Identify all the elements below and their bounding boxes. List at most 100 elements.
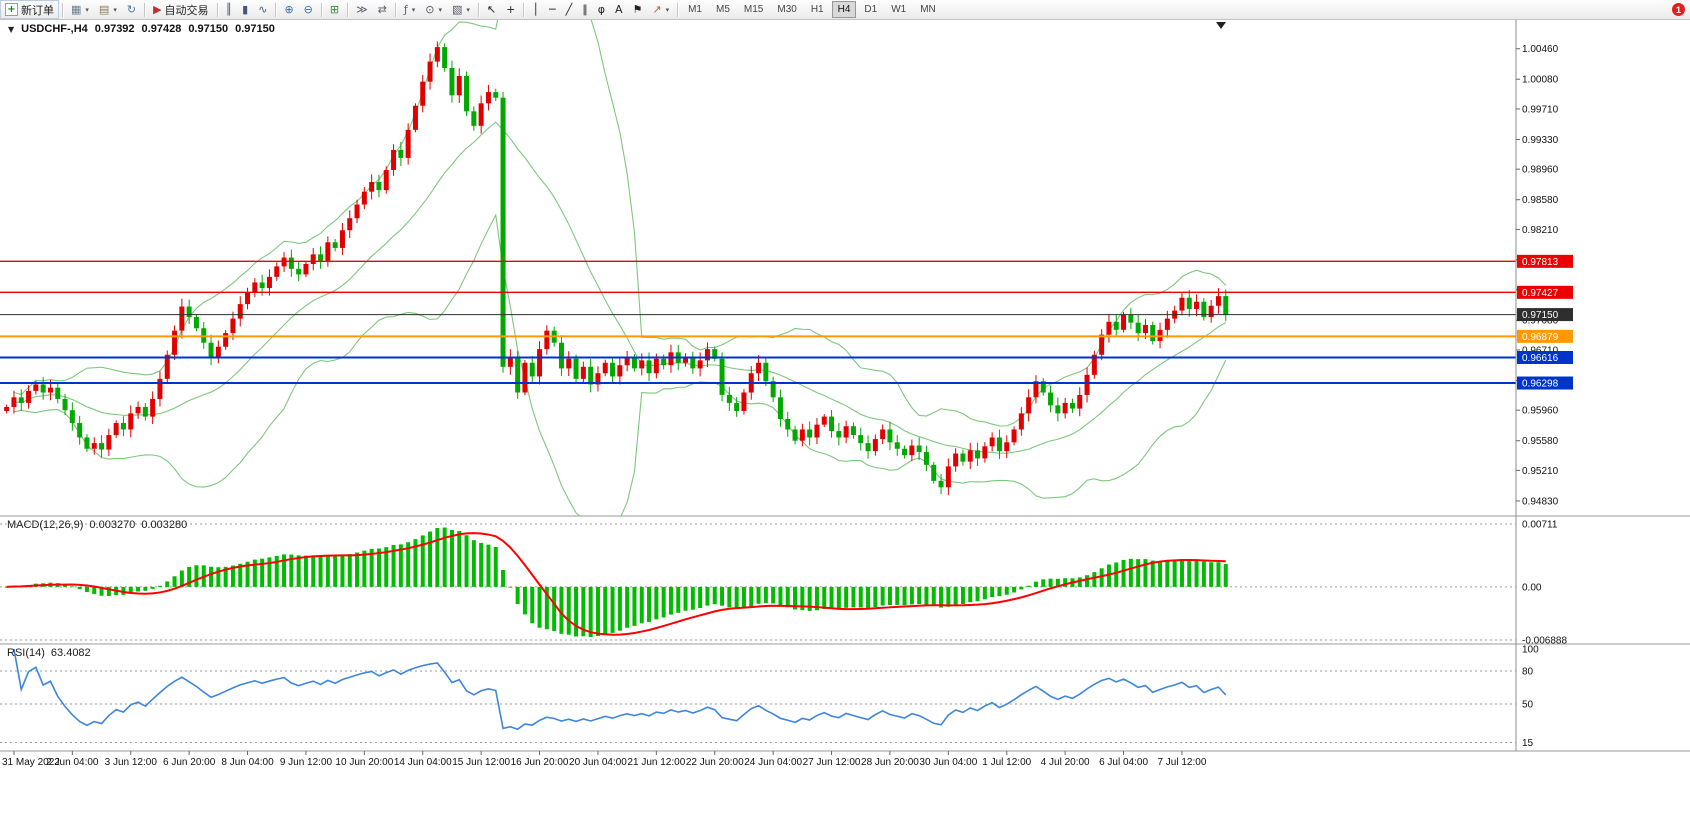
chevron-down-icon: ▾: [438, 5, 442, 14]
svg-text:0.95580: 0.95580: [1522, 436, 1559, 447]
cursor-button[interactable]: ↖: [482, 0, 501, 19]
svg-text:0.00: 0.00: [1522, 582, 1542, 593]
auto-scroll-icon: ≫: [356, 3, 368, 16]
label-icon: ⚑: [632, 3, 643, 16]
notification-badge[interactable]: 1: [1672, 3, 1685, 16]
tile-windows-button[interactable]: ⊞: [325, 0, 344, 19]
ohlc-close: 0.97150: [235, 23, 275, 35]
svg-text:31 May 2022: 31 May 2022: [2, 757, 60, 768]
indicators-button[interactable]: ƒ ▾: [399, 0, 420, 19]
price-badge-0.97813: 0.97813: [1517, 254, 1573, 268]
svg-text:7 Jul 12:00: 7 Jul 12:00: [1157, 757, 1206, 768]
trendline-button[interactable]: ╱: [561, 0, 578, 19]
svg-text:0.97813: 0.97813: [1522, 257, 1559, 268]
chart-shift-button[interactable]: ⇄: [373, 0, 392, 19]
ohlc-open: 0.97392: [94, 23, 135, 35]
svg-text:3 Jun 12:00: 3 Jun 12:00: [105, 757, 158, 768]
timeframe-m5-button[interactable]: M5: [716, 4, 730, 15]
new-order-button[interactable]: + 新订单: [0, 0, 59, 19]
profiles-button[interactable]: ▤ ▾: [94, 0, 122, 19]
indicators-icon: ƒ: [403, 3, 408, 16]
vertical-line-button[interactable]: │: [527, 0, 544, 19]
channel-button[interactable]: ∥: [577, 0, 593, 19]
new-chart-button[interactable]: ▦ ▾: [66, 0, 94, 19]
templates-button[interactable]: ▧ ▾: [447, 0, 475, 19]
auto-scroll-button[interactable]: ≫: [351, 0, 373, 19]
tile-windows-icon: ⊞: [329, 3, 340, 16]
chevron-down-icon: ▾: [665, 5, 670, 14]
svg-text:0.96879: 0.96879: [1522, 332, 1559, 343]
svg-text:1 Jul 12:00: 1 Jul 12:00: [982, 757, 1031, 768]
arrows-button[interactable]: ↗ ▾: [647, 0, 674, 19]
chart-title: ▼ USDCHF-,H4 0.97392 0.97428 0.97150 0.9…: [8, 23, 275, 35]
zoom-out-button[interactable]: ⊖: [299, 0, 318, 19]
line-chart-button[interactable]: ∿: [253, 0, 272, 19]
svg-text:0.97427: 0.97427: [1522, 288, 1559, 299]
svg-text:27 Jun 12:00: 27 Jun 12:00: [803, 757, 861, 768]
crosshair-icon: +: [506, 3, 516, 16]
price-axis: 1.00460 1.00080 0.99710 0.99330 0.98960 0.985…: [1516, 44, 1573, 507]
toolbar-separator: [144, 2, 146, 17]
toolbar-separator: [523, 2, 525, 17]
text-button[interactable]: A: [610, 0, 628, 19]
svg-text:0.96616: 0.96616: [1522, 353, 1559, 364]
bollinger-bands: [13, 19, 1227, 516]
svg-text:0.96710: 0.96710: [1522, 345, 1559, 356]
timeframe-h4-button[interactable]: H4: [831, 1, 857, 18]
crosshair-button[interactable]: +: [501, 0, 520, 19]
timeframe-d1-button[interactable]: D1: [864, 4, 878, 15]
svg-text:6 Jun 20:00: 6 Jun 20:00: [163, 757, 216, 768]
timeframe-m30-button[interactable]: M30: [777, 4, 797, 15]
bar-chart-button[interactable]: ║: [221, 0, 238, 19]
svg-text:0.97150: 0.97150: [1522, 310, 1559, 321]
svg-text:30 Jun 04:00: 30 Jun 04:00: [919, 757, 977, 768]
svg-text:80: 80: [1522, 667, 1534, 678]
rsi-value: 63.4082: [50, 647, 91, 659]
svg-text:4 Jul 20:00: 4 Jul 20:00: [1041, 757, 1090, 768]
new-order-button-label: 新订单: [21, 4, 54, 17]
svg-text:20 Jun 04:00: 20 Jun 04:00: [569, 757, 627, 768]
svg-text:15 Jun 12:00: 15 Jun 12:00: [452, 757, 510, 768]
refresh-button[interactable]: ↻: [122, 0, 141, 19]
autotrading-button-label: 自动交易: [164, 4, 209, 17]
timeframe-h1-button[interactable]: H1: [810, 4, 824, 15]
label-button[interactable]: ⚑: [627, 0, 647, 19]
svg-text:50: 50: [1522, 700, 1534, 711]
templates-icon: ▧: [451, 3, 463, 16]
zoom-in-icon: ⊕: [284, 3, 294, 16]
candlestick-series: [4, 41, 1229, 496]
horizontal-lines[interactable]: [0, 260, 1516, 385]
horizontal-line-button[interactable]: ─: [544, 0, 561, 19]
svg-text:2 Jun 04:00: 2 Jun 04:00: [46, 757, 99, 768]
chevron-down-icon: ▾: [466, 5, 470, 14]
horizontal-line-icon: ─: [548, 3, 556, 16]
timeframe-mn-button[interactable]: MN: [920, 4, 936, 15]
svg-text:1.00460: 1.00460: [1522, 44, 1559, 55]
svg-text:0.00711: 0.00711: [1522, 520, 1558, 531]
zoom-in-button[interactable]: ⊕: [279, 0, 298, 19]
chart-shift-marker[interactable]: [1216, 22, 1226, 29]
macd-value-main: 0.003270: [89, 519, 136, 531]
chart-symbol: USDCHF-,H4: [21, 23, 88, 35]
timeframe-w1-button[interactable]: W1: [891, 4, 907, 15]
svg-text:0.99710: 0.99710: [1522, 104, 1559, 115]
fibonacci-button[interactable]: φ: [593, 0, 610, 19]
macd-value-signal: 0.003280: [141, 519, 188, 531]
timeframe-m1-button[interactable]: M1: [688, 4, 702, 15]
svg-text:8 Jun 04:00: 8 Jun 04:00: [221, 757, 274, 768]
periods-button[interactable]: ⊙ ▾: [420, 0, 447, 19]
refresh-icon: ↻: [126, 3, 137, 16]
symbol-dropdown-icon[interactable]: ▼: [8, 24, 15, 34]
rsi-panel-label: RSI(14) 63.4082: [7, 647, 91, 659]
svg-text:28 Jun 20:00: 28 Jun 20:00: [861, 757, 919, 768]
line-chart-icon: ∿: [258, 3, 268, 16]
timeframe-m15-button[interactable]: M15: [743, 4, 764, 15]
toolbar-separator: [347, 2, 349, 17]
new-chart-icon: ▦: [71, 3, 82, 16]
chart-canvas[interactable]: 1.00460 1.00080 0.99710 0.99330 0.98960 0.985…: [0, 19, 1690, 772]
autotrading-button[interactable]: ▶ 自动交易: [148, 0, 213, 19]
candle-chart-button[interactable]: ▮: [237, 0, 253, 19]
cursor-icon: ↖: [486, 3, 497, 16]
svg-text:24 Jun 04:00: 24 Jun 04:00: [744, 757, 802, 768]
